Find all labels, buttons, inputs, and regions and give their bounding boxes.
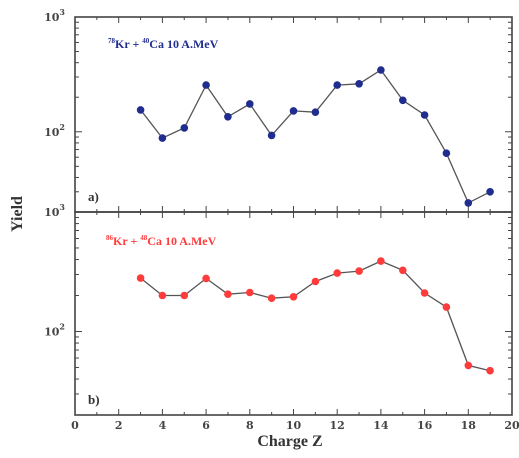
x-tick-label: 8 [246,419,254,432]
panel-a-projectile: Kr + [115,37,142,51]
data-point-z10 [289,293,298,301]
panel-b-projectile: Kr + [113,234,140,248]
data-point-z7 [224,290,232,299]
data-point-z4 [158,134,167,142]
data-point-z6 [202,274,210,283]
y-tick-label: 103 [44,7,65,24]
y-tick-base: 10 [44,126,60,139]
x-tick-label: 14 [373,419,389,432]
x-tick-labels: 0 2 4 6 8 10 12 14 16 18 20 [71,419,519,432]
data-point-z14 [377,257,385,265]
panel-a-target-mass: 40 [142,37,150,45]
data-point-z7 [224,113,232,121]
x-tick-label: 0 [71,419,79,432]
data-point-z13 [355,80,363,88]
data-point-z17 [442,303,451,311]
data-point-z14 [377,66,385,74]
y-tick-base: 10 [44,325,60,338]
data-point-z11 [311,108,320,116]
panel-b-reaction-label: 86Kr + 48Ca 10 A.MeV [106,234,217,248]
y-axis-title: Yield [9,196,26,232]
data-point-z12 [333,269,342,277]
x-tick-label: 16 [417,419,433,432]
panel-a-target: Ca 10 A.MeV [149,37,218,51]
data-point-z3 [136,274,145,282]
data-point-z16 [420,111,429,119]
data-point-z18 [464,199,473,207]
y-tick-exponent: 2 [59,122,65,132]
x-axis-title: Charge Z [257,433,322,450]
data-point-z4 [158,291,167,300]
panel-a-series [136,66,494,207]
panel-b-projectile-mass: 86 [106,234,114,242]
data-point-z17 [442,149,451,157]
x-tick-label: 18 [461,419,477,432]
x-tick-label: 2 [115,419,123,432]
data-point-z5 [180,124,189,132]
data-point-z10 [289,107,298,115]
y-tick-label: 102 [44,122,65,139]
x-tick-label: 10 [286,419,302,432]
data-point-z16 [420,289,429,297]
y-tick-exponent: 3 [59,7,65,17]
data-point-z11 [311,277,320,286]
data-point-z13 [355,267,363,275]
panel-a-reaction-label: 78Kr + 40Ca 10 A.MeV [108,37,219,51]
y-tick-exponent: 3 [59,202,65,212]
y-tick-label: 103 [44,202,65,219]
data-point-z15 [399,96,407,105]
data-point-z9 [267,131,276,140]
x-tick-label: 12 [330,419,345,432]
panel-a-label: a) [88,189,99,204]
data-point-z18 [464,361,473,370]
y-tick-base: 10 [44,11,60,24]
panel-b-target-mass: 48 [140,234,148,242]
data-point-z3 [136,106,145,114]
panel-a-projectile-mass: 78 [108,37,116,45]
panel-b-target: Ca 10 A.MeV [147,234,216,248]
data-point-z15 [399,266,407,275]
y-tick-label: 102 [44,321,65,338]
data-point-z12 [333,81,342,89]
data-point-z19 [486,188,494,196]
data-point-z8 [246,288,254,297]
x-tick-label: 4 [159,419,167,432]
panel-b-series [136,257,494,375]
panel-a-ticks [74,17,513,213]
y-tick-base: 10 [44,206,60,219]
x-tick-label: 6 [202,419,210,432]
data-point-z6 [202,81,210,89]
panel-b-label: b) [88,392,100,407]
data-point-z5 [180,291,189,300]
data-point-z19 [486,366,494,375]
x-tick-label: 20 [504,419,519,432]
y-tick-exponent: 2 [59,321,65,331]
data-point-z8 [246,100,254,108]
data-point-z9 [267,294,276,303]
panel-b-ticks [74,212,513,416]
